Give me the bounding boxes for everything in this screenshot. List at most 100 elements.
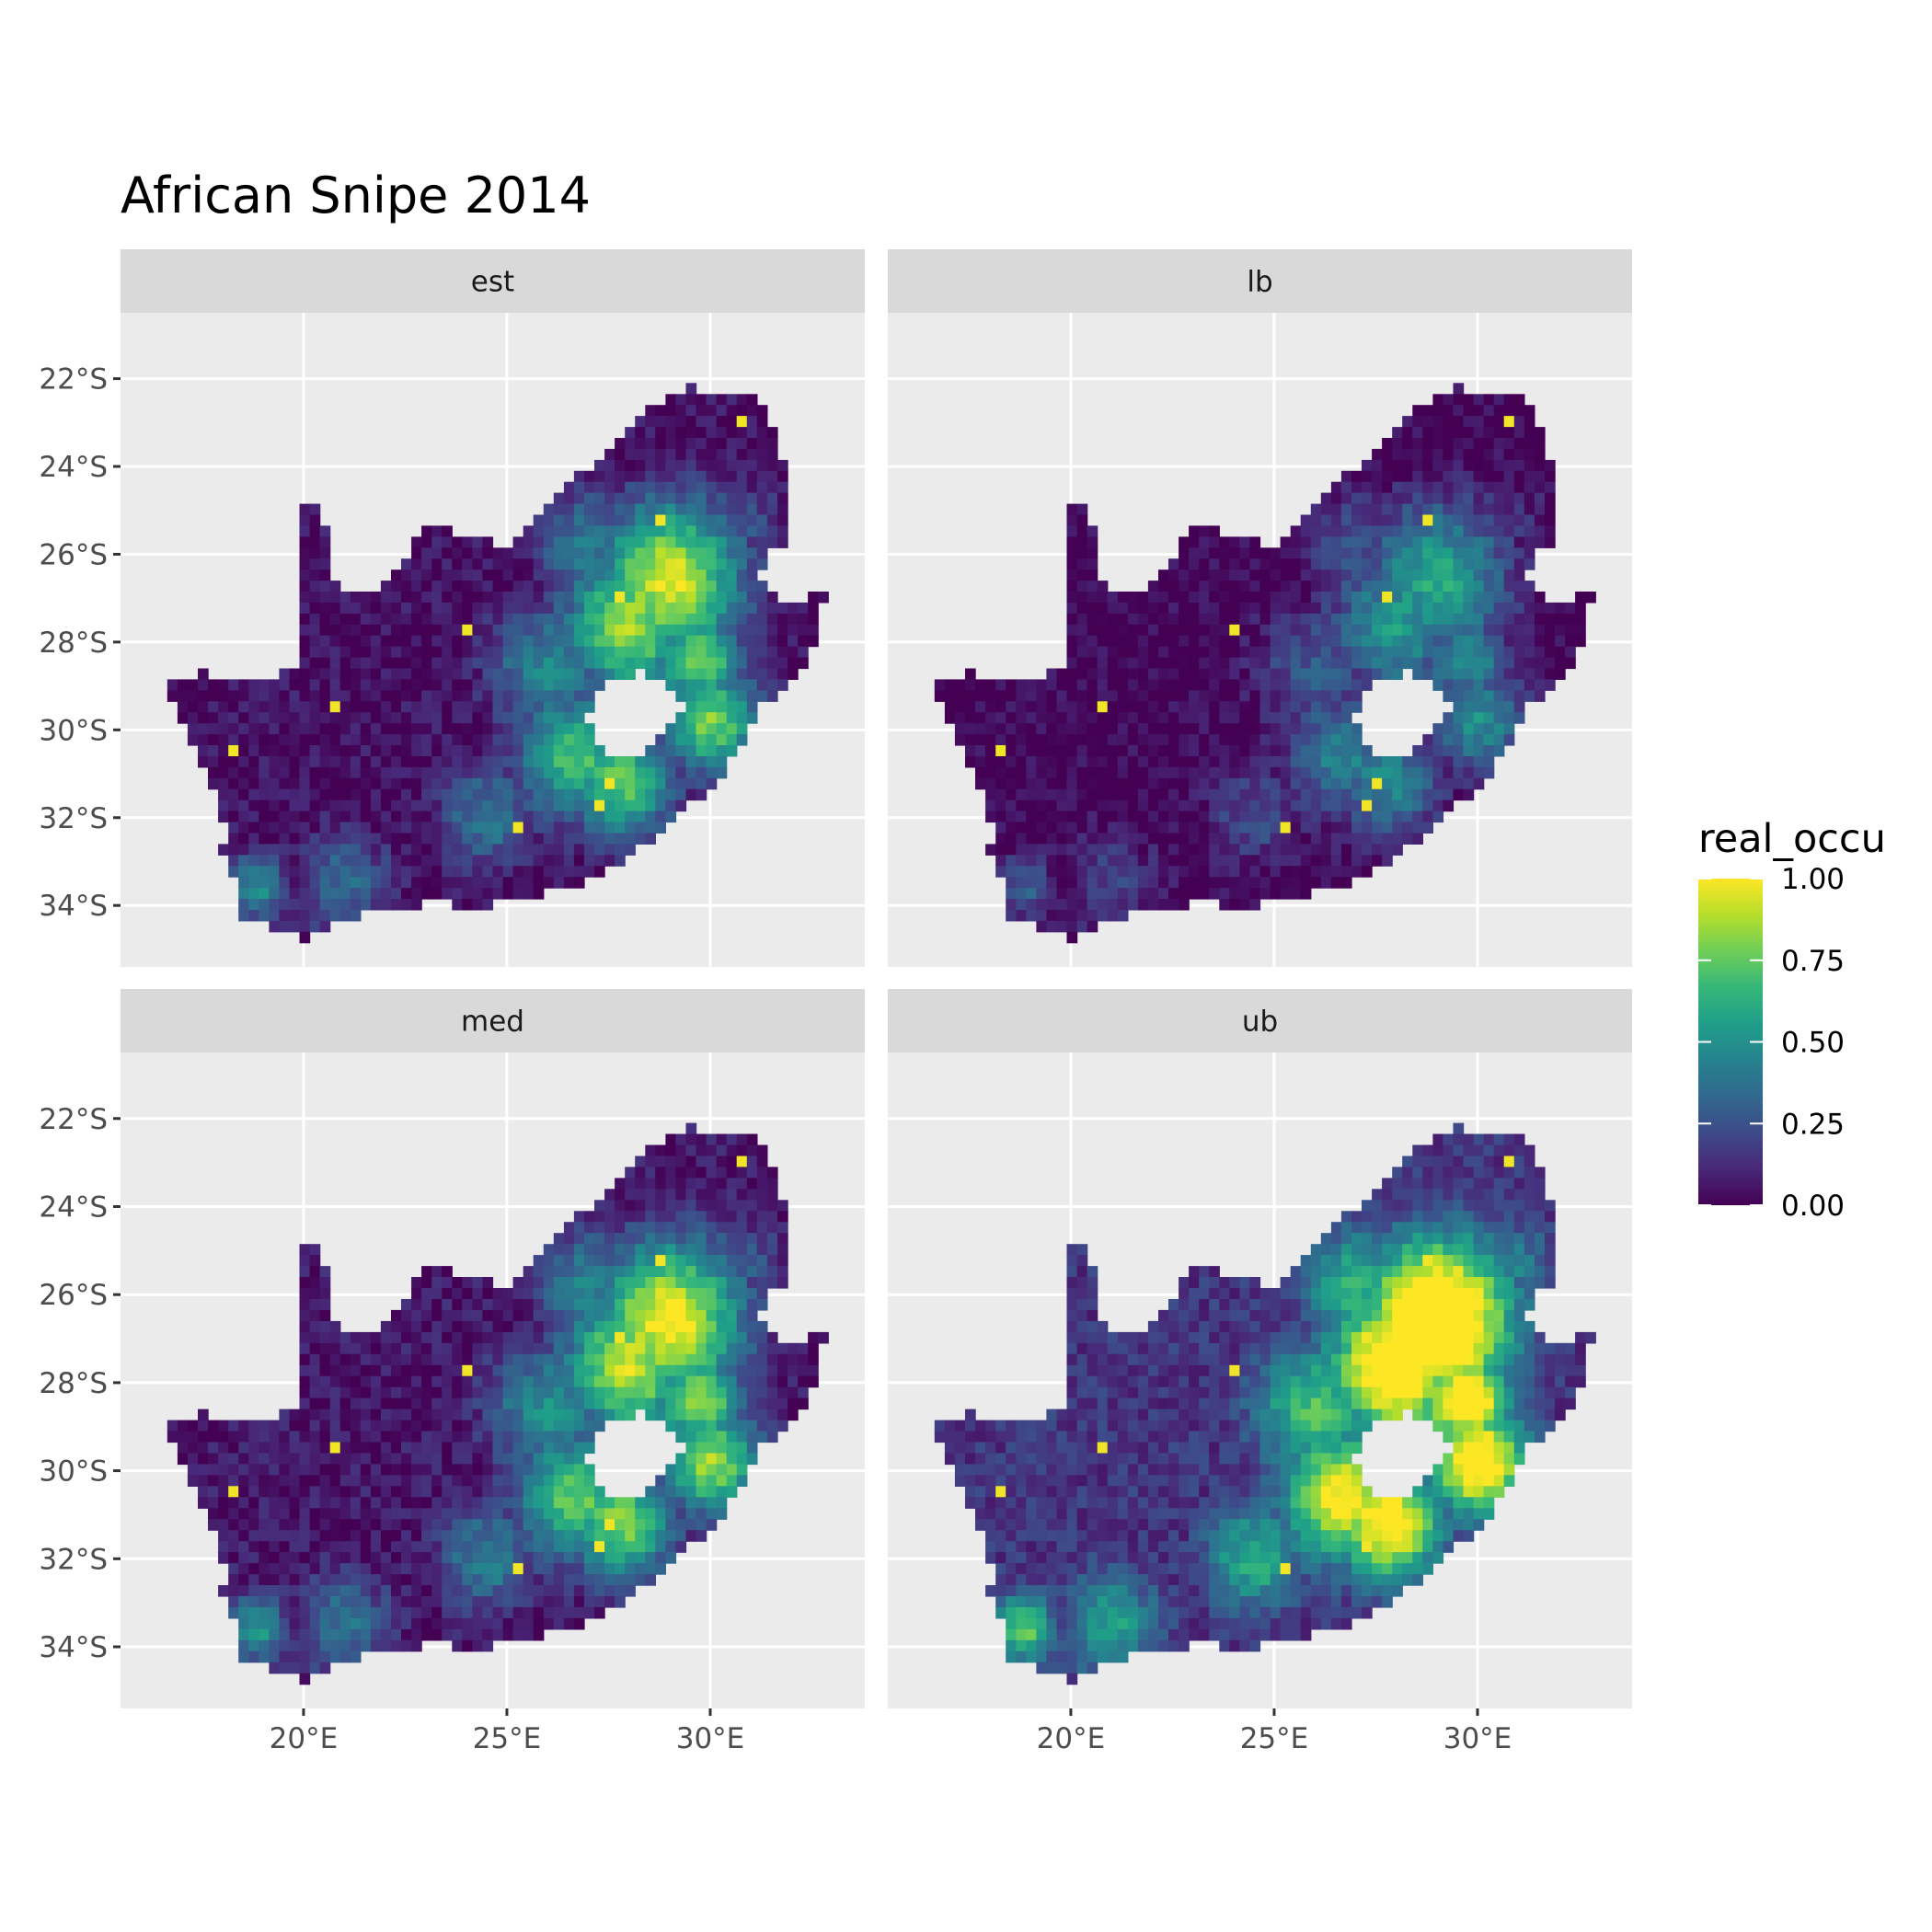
raster-cell [573,635,585,648]
raster-cell [299,1386,311,1399]
raster-cell [329,581,341,592]
raster-cell [452,1639,463,1652]
raster-cell [665,745,677,757]
raster-cell [309,1431,321,1443]
raster-cell [716,756,728,768]
raster-cell [665,514,677,526]
raster-cell [279,756,291,768]
raster-cell [1503,646,1515,659]
raster-cell [248,1453,259,1466]
raster-cell [329,1552,341,1564]
raster-cell [635,427,646,439]
raster-cell [1239,547,1251,559]
raster-cell [1097,822,1109,834]
raster-cell [279,712,291,724]
raster-cell [279,701,291,713]
raster-cell [259,833,270,845]
raster-cell [788,602,799,615]
raster-cell [1076,920,1088,933]
raster-cell [584,788,595,801]
raster-cell [1239,844,1251,856]
raster-cell [584,547,595,559]
raster-cell [1392,657,1403,670]
raster-cell [1056,920,1068,933]
raster-cell [339,777,351,790]
raster-cell [604,788,615,801]
raster-cell [615,1497,626,1509]
raster-cell [1473,657,1485,670]
raster-cell [339,624,351,637]
raster-cell [726,394,738,406]
raster-cell [1340,624,1352,637]
raster-cell [492,866,504,878]
raster-cell [1168,822,1179,834]
raster-cell [309,833,321,845]
raster-cell [198,1453,209,1466]
raster-cell [625,788,636,801]
raster-cell [482,536,494,548]
raster-cell [492,657,504,670]
raster-cell [279,788,291,801]
raster-cell [573,1563,585,1575]
raster-cell [350,1497,362,1509]
raster-cell [1432,613,1444,626]
raster-cell [1382,822,1393,834]
raster-cell [1513,481,1525,494]
raster-cell [645,1211,656,1223]
raster-cell [187,701,199,713]
raster-cell [1229,646,1240,659]
raster-cell [1473,668,1485,680]
raster-cell [1503,536,1515,548]
raster-cell [1443,745,1455,757]
raster-cell [716,470,728,483]
raster-cell [995,723,1006,735]
raster-cell [1493,592,1505,604]
raster-cell [665,581,677,592]
raster-cell [543,1585,555,1597]
raster-cell [1392,503,1403,516]
raster-cell [1209,525,1220,537]
raster-cell [339,1342,351,1355]
raster-cell [1310,635,1322,648]
raster-cell [259,1650,270,1663]
raster-cell [431,1563,443,1575]
raster-cell [1513,701,1525,713]
raster-cell [1270,558,1282,570]
raster-cell [756,602,768,615]
raster-cell [675,503,687,516]
raster-cell [1107,833,1119,845]
raster-cell [452,734,463,746]
raster-cell [975,756,986,768]
raster-cell [645,745,656,757]
raster-cell [584,1320,595,1333]
raster-cell [553,624,565,637]
raster-cell [985,766,996,779]
raster-cell [411,1519,422,1531]
raster-cell [1219,844,1230,856]
raster-cell [746,405,758,417]
raster-cell [421,581,432,592]
raster-cell [319,690,331,702]
raster-cell [1290,811,1302,823]
raster-cell [645,481,656,494]
raster-cell [238,1552,249,1564]
raster-cell [944,701,956,713]
raster-cell [462,635,473,648]
raster-cell [756,459,768,472]
raster-cell [1453,448,1465,461]
raster-cell [492,1541,504,1553]
raster-cell [756,481,768,494]
raster-cell [259,679,270,691]
raster-cell [1422,481,1433,494]
raster-cell [1382,811,1393,823]
raster-cell [370,1475,382,1487]
raster-cell [1229,712,1240,724]
raster-cell [380,877,392,889]
raster-cell [1340,514,1352,526]
raster-cell [594,844,605,856]
raster-cell [553,558,565,570]
raster-cell [1280,558,1292,570]
raster-cell [360,635,372,648]
raster-cell [1076,503,1088,516]
raster-cell [1199,844,1210,856]
